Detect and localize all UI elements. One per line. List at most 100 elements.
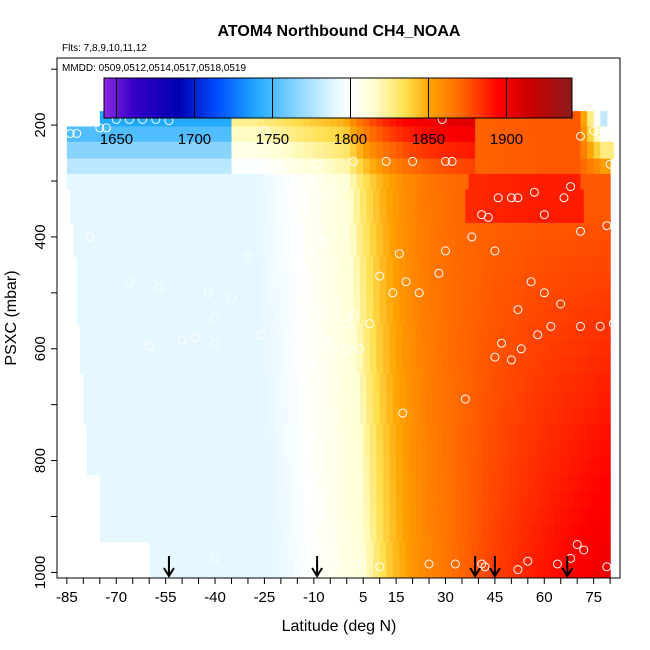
sample-point <box>576 226 585 236</box>
heatmap-cell <box>455 222 463 241</box>
heatmap-cell <box>527 424 535 442</box>
heatmap-cell <box>313 306 321 325</box>
heatmap-cell <box>432 256 440 274</box>
heatmap-cell <box>471 273 480 291</box>
heatmap-cell <box>494 126 503 143</box>
heatmap-cell <box>126 222 134 241</box>
heatmap-cell <box>112 222 121 241</box>
heatmap-cell <box>244 158 252 175</box>
heatmap-cell <box>310 174 318 190</box>
heatmap-cell <box>540 508 549 526</box>
heatmap-cell <box>419 256 427 274</box>
heatmap-cell <box>313 290 321 308</box>
heatmap-cell <box>593 474 601 492</box>
heatmap-cell <box>580 340 588 358</box>
heatmap-cell <box>567 474 575 492</box>
heatmap-cell <box>557 407 565 425</box>
heatmap-cell <box>271 126 279 143</box>
sample-point <box>529 187 539 197</box>
heatmap-cell <box>577 407 585 425</box>
heatmap-cell <box>76 273 84 291</box>
heatmap-cell <box>303 474 312 492</box>
heatmap-cell <box>442 424 450 442</box>
heatmap-cell <box>547 323 555 341</box>
heatmap-cell <box>307 206 315 224</box>
heatmap-cell <box>405 541 414 560</box>
heatmap-cell <box>350 158 358 175</box>
heatmap-cell <box>218 239 226 258</box>
heatmap-cell <box>550 189 559 207</box>
heatmap-cell <box>461 474 470 492</box>
heatmap-cell <box>254 273 262 291</box>
heatmap-cell <box>366 306 374 325</box>
heatmap-cell <box>461 222 470 241</box>
sample-point <box>533 330 543 340</box>
heatmap-cell <box>501 239 509 258</box>
heatmap-cell <box>554 239 562 258</box>
heatmap-cell <box>159 126 167 143</box>
heatmap-cell <box>211 141 219 160</box>
heatmap-cell <box>382 357 391 375</box>
heatmap-cell <box>330 441 338 459</box>
flight-arrow-head <box>489 567 501 578</box>
heatmap-cell <box>366 558 374 578</box>
heatmap-cell <box>159 491 167 509</box>
heatmap-cell <box>481 323 489 341</box>
heatmap-cell <box>330 457 338 476</box>
heatmap-cell <box>234 273 242 291</box>
heatmap-cell <box>455 126 463 143</box>
heatmap-cell <box>494 174 503 190</box>
heatmap-cell <box>468 457 476 476</box>
heatmap-cell <box>165 474 173 492</box>
heatmap-cell <box>247 558 256 578</box>
heatmap-cell <box>590 390 598 409</box>
heatmap-cell <box>359 373 368 392</box>
x-tick-label: -55 <box>155 589 177 606</box>
heatmap-cell <box>511 206 519 224</box>
heatmap-cell <box>116 373 124 392</box>
heatmap-cell <box>396 141 404 160</box>
heatmap-cell <box>458 306 466 325</box>
sample-point <box>319 238 329 247</box>
heatmap-cell <box>409 508 417 526</box>
heatmap-cell <box>458 390 466 409</box>
heatmap-cell <box>448 357 456 375</box>
heatmap-cell <box>587 158 595 175</box>
heatmap-cell <box>514 174 522 190</box>
heatmap-cell <box>132 524 140 543</box>
heatmap-cell <box>294 541 302 560</box>
heatmap-cell <box>448 508 456 526</box>
x-axis-label: Latitude (deg N) <box>282 618 397 635</box>
heatmap-cell <box>392 206 400 224</box>
heatmap-cell <box>271 457 279 476</box>
heatmap-cell <box>531 407 539 425</box>
heatmap-cell <box>145 323 154 341</box>
heatmap-cell <box>297 340 305 358</box>
heatmap-cell <box>188 558 196 578</box>
heatmap-cell <box>514 357 522 375</box>
heatmap-cell <box>294 290 302 308</box>
heatmap-cell <box>162 290 170 308</box>
heatmap-cell <box>567 323 575 341</box>
heatmap-cell <box>494 357 503 375</box>
heatmap-cell <box>359 541 368 560</box>
heatmap-cell <box>402 424 410 442</box>
heatmap-cell <box>379 273 387 291</box>
heatmap-cell <box>99 457 107 476</box>
heatmap-cell <box>224 357 233 375</box>
heatmap-cell <box>182 273 190 291</box>
heatmap-cell <box>396 524 404 543</box>
heatmap-cell <box>96 390 104 409</box>
heatmap-cell <box>343 474 351 492</box>
heatmap-cell <box>379 373 387 392</box>
heatmap-cell <box>231 524 239 543</box>
heatmap-cell <box>583 206 591 224</box>
heatmap-cell <box>359 273 368 291</box>
heatmap-cell <box>254 407 262 425</box>
heatmap-cell <box>195 541 203 560</box>
heatmap-cell <box>396 474 404 492</box>
heatmap-cell <box>356 441 364 459</box>
heatmap-cell <box>297 158 305 175</box>
heatmap-cell <box>261 390 269 409</box>
heatmap-cell <box>511 558 519 578</box>
